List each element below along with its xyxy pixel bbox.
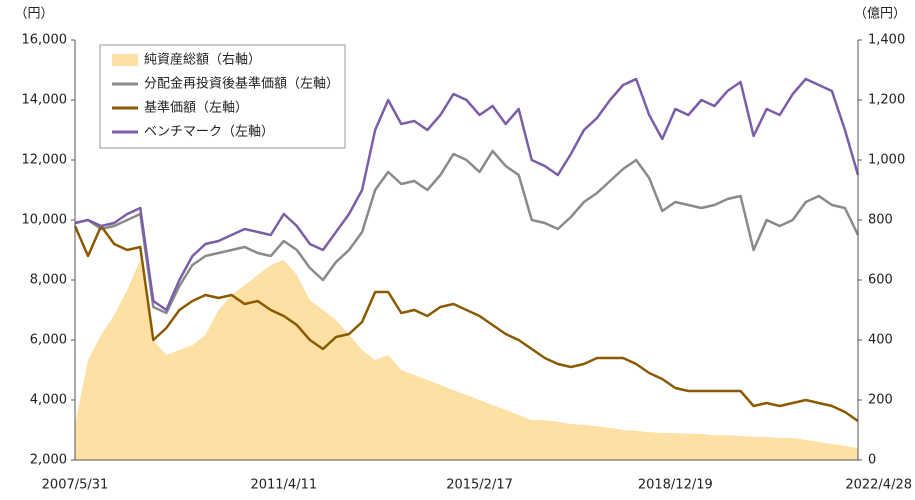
y-tick-label: 16,000: [22, 33, 68, 48]
y-tick-label: 10,000: [22, 213, 68, 228]
y-tick-label: 14,000: [22, 93, 68, 108]
line: [73, 224, 859, 423]
y2-tick-label: 200: [868, 393, 893, 408]
x-tick-label: 2018/12/19: [638, 478, 713, 493]
y-axis-unit: （円）: [14, 7, 53, 22]
legend-box: [99, 44, 346, 149]
legend-label: 分配金再投資後基準価額（左軸）: [144, 76, 339, 92]
x-tick-label: 2022/4/28: [845, 478, 912, 493]
x-tick-label: 2015/2/17: [446, 478, 513, 493]
legend: 純資産総額（右軸） 分配金再投資後基準価額（左軸） 基準価額（左軸） ベンチマーク（左…: [99, 44, 346, 149]
y2-tick-label: 600: [868, 273, 893, 288]
line: [74, 149, 860, 315]
y2-tick-label: 0: [868, 453, 876, 468]
y2-axis-unit: （億円）: [854, 6, 906, 22]
legend-swatch: [112, 54, 138, 66]
y-tick-label: 12,000: [22, 153, 68, 168]
legend-label: 基準価額（左軸）: [144, 100, 248, 116]
x-tick-label: 2007/5/31: [42, 478, 109, 493]
area: [75, 259, 858, 460]
y2-tick-label: 1,200: [868, 93, 905, 108]
y2-tick-label: 1,400: [868, 33, 905, 48]
legend-label: ベンチマーク（左軸）: [144, 125, 274, 140]
y-tick-label: 6,000: [30, 333, 67, 348]
y-tick-label: 2,000: [30, 453, 67, 468]
y-tick-label: 4,000: [30, 393, 67, 408]
y2-tick-label: 1,000: [868, 153, 905, 168]
line: [74, 77, 860, 312]
y2-tick-label: 800: [868, 213, 893, 228]
y-tick-label: 8,000: [30, 273, 67, 288]
x-tick-label: 2011/4/11: [250, 478, 317, 493]
legend-label: 純資産総額（右軸）: [144, 52, 261, 68]
y2-tick-label: 400: [868, 333, 893, 348]
